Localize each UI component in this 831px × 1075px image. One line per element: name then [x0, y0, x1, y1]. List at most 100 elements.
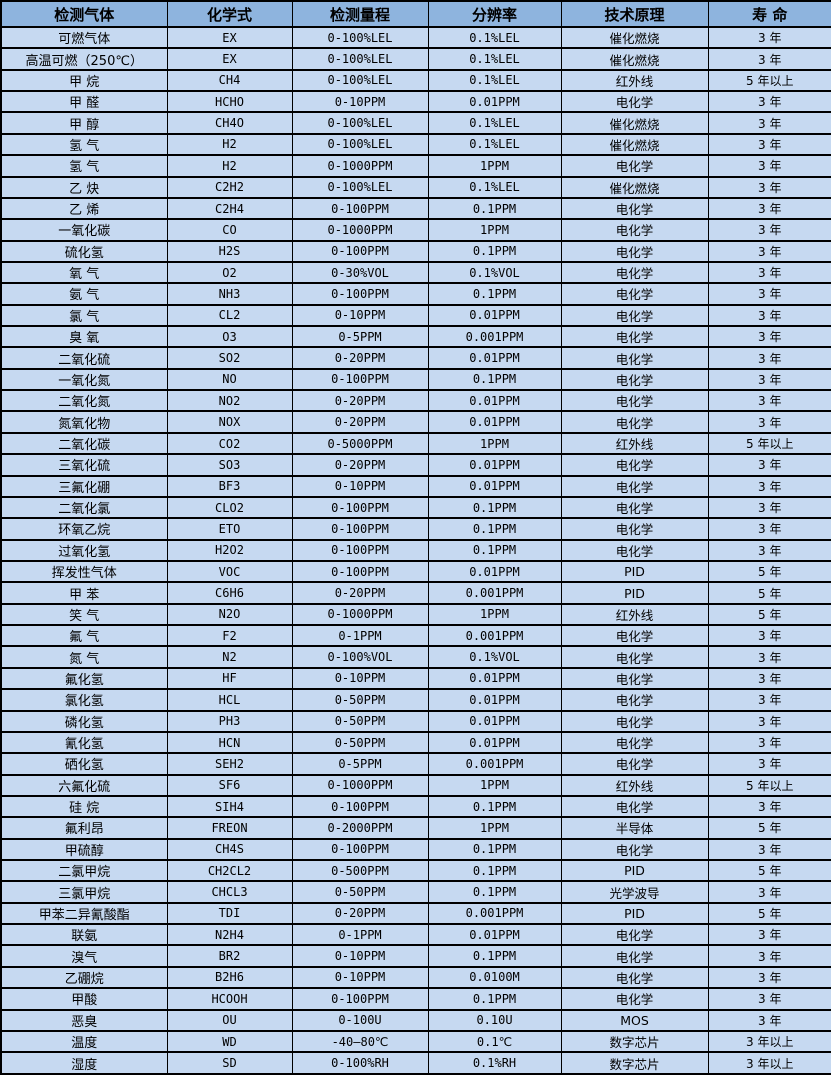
table-header: 检测气体 化学式 检测量程 分辨率 技术原理 寿 命 — [0, 0, 831, 28]
table-cell: 0.01PPM — [427, 389, 562, 413]
table-row: 挥发性气体 VOC 0-100PPM 0.01PPM PID 5 年 — [0, 559, 831, 584]
table-cell: 甲苯二异氰酸酯 — [0, 901, 168, 926]
table-row: 氟利昂 FREON 0-2000PPM 1PPM 半导体 5 年 — [0, 816, 831, 840]
table-cell: 0.1PPM — [427, 858, 562, 883]
header-cell-chemical-formula: 化学式 — [166, 0, 293, 28]
table-row: 氟 气 F2 0-1PPM 0.001PPM 电化学 3 年 — [0, 624, 831, 648]
table-cell: -40—80℃ — [291, 1029, 429, 1054]
table-row: 溴气 BR2 0-10PPM 0.1PPM 电化学 3 年 — [0, 944, 831, 968]
table-cell: 电化学 — [560, 218, 709, 242]
header-cell-detection-range: 检测量程 — [291, 0, 429, 28]
table-body: 可燃气体 EX 0-100%LEL 0.1%LEL 催化燃烧 3 年高温可燃（250℃） E… — [0, 25, 831, 1075]
table-cell: HCHO — [166, 90, 293, 114]
table-cell: 0-30%VOL — [291, 260, 429, 285]
table-cell: 0-100PPM — [291, 367, 429, 392]
table-cell: F2 — [166, 624, 293, 648]
table-cell: 0.01PPM — [427, 346, 562, 370]
table-cell: 挥发性气体 — [0, 559, 168, 584]
table-cell: 催化燃烧 — [560, 25, 709, 50]
table-cell: 0-10PPM — [291, 944, 429, 968]
table-cell: 0-100%LEL — [291, 111, 429, 135]
table-row: 乙硼烷 B2H6 0-10PPM 0.0100M 电化学 3 年 — [0, 965, 831, 990]
table-cell: 高温可燃（250℃） — [0, 47, 168, 71]
table-cell: 氮氧化物 — [0, 410, 168, 434]
table-cell: 电化学 — [560, 666, 709, 691]
table-cell: 乙硼烷 — [0, 965, 168, 990]
table-cell: HCN — [166, 730, 293, 755]
table-cell: H2 — [166, 132, 293, 157]
table-cell: 3 年 — [707, 495, 831, 520]
table-cell: 电化学 — [560, 794, 709, 819]
table-cell: 电化学 — [560, 260, 709, 285]
table-cell: 3 年 — [707, 90, 831, 114]
table-row: 笑 气 N2O 0-1000PPM 1PPM 红外线 5 年 — [0, 602, 831, 627]
table-cell: ETO — [166, 517, 293, 541]
table-cell: 0.1PPM — [427, 367, 562, 392]
table-row: 三氧化硫 SO3 0-20PPM 0.01PPM 电化学 3 年 — [0, 453, 831, 477]
table-row: 氨 气 NH3 0-100PPM 0.1PPM 电化学 3 年 — [0, 282, 831, 306]
table-cell: 笑 气 — [0, 602, 168, 627]
table-cell: 甲酸 — [0, 987, 168, 1011]
table-row: 二氧化氯 CLO2 0-100PPM 0.1PPM 电化学 3 年 — [0, 495, 831, 520]
table-cell: 电化学 — [560, 709, 709, 733]
table-row: 磷化氢 PH3 0-50PPM 0.01PPM 电化学 3 年 — [0, 709, 831, 733]
table-cell: 氢 气 — [0, 132, 168, 157]
table-cell: 电化学 — [560, 495, 709, 520]
table-cell: 电化学 — [560, 965, 709, 990]
table-cell: 0-20PPM — [291, 346, 429, 370]
table-row: 过氧化氢 H2O2 0-100PPM 0.1PPM 电化学 3 年 — [0, 538, 831, 563]
table-cell: 0.1PPM — [427, 794, 562, 819]
table-cell: 0.1%LEL — [427, 111, 562, 135]
table-cell: N2H4 — [166, 923, 293, 947]
table-cell: C6H6 — [166, 581, 293, 605]
table-cell: 3 年 — [707, 196, 831, 221]
table-row: 乙 炔 C2H2 0-100%LEL 0.1%LEL 催化燃烧 3 年 — [0, 175, 831, 199]
table-cell: 0.0100M — [427, 965, 562, 990]
table-cell: EX — [166, 25, 293, 50]
table-cell: 湿度 — [0, 1051, 168, 1075]
table-cell: 0-100%LEL — [291, 25, 429, 50]
table-cell: 3 年 — [707, 410, 831, 434]
table-row: 一氧化碳 CO 0-1000PPM 1PPM 电化学 3 年 — [0, 218, 831, 242]
table-cell: 5 年以上 — [707, 431, 831, 456]
table-row: 氮 气 N2 0-100%VOL 0.1%VOL 电化学 3 年 — [0, 645, 831, 669]
table-cell: 电化学 — [560, 389, 709, 413]
table-cell: PID — [560, 581, 709, 605]
table-cell: 甲 烷 — [0, 68, 168, 93]
table-row: 氟化氢 HF 0-10PPM 0.01PPM 电化学 3 年 — [0, 666, 831, 691]
table-cell: 3 年 — [707, 1008, 831, 1032]
table-cell: 0.1PPM — [427, 196, 562, 221]
table-cell: 氰化氢 — [0, 730, 168, 755]
table-cell: SIH4 — [166, 794, 293, 819]
table-row: 二氧化氮 NO2 0-20PPM 0.01PPM 电化学 3 年 — [0, 389, 831, 413]
table-cell: 二氧化硫 — [0, 346, 168, 370]
table-row: 三氯甲烷 CHCL3 0-50PPM 0.1PPM 光学波导 3 年 — [0, 880, 831, 904]
table-cell: 0.1%VOL — [427, 260, 562, 285]
table-row: 乙 烯 C2H4 0-100PPM 0.1PPM 电化学 3 年 — [0, 196, 831, 221]
table-cell: 0.1PPM — [427, 880, 562, 904]
table-cell: 0.1PPM — [427, 239, 562, 263]
table-cell: 0.1%LEL — [427, 132, 562, 157]
table-cell: 二氧化氮 — [0, 389, 168, 413]
table-cell: 二氧化碳 — [0, 431, 168, 456]
table-row: 硅 烷 SIH4 0-100PPM 0.1PPM 电化学 3 年 — [0, 794, 831, 819]
table-cell: CH4 — [166, 68, 293, 93]
table-cell: SF6 — [166, 773, 293, 797]
table-cell: 0.1%RH — [427, 1051, 562, 1075]
table-cell: 电化学 — [560, 688, 709, 712]
table-cell: 0-50PPM — [291, 709, 429, 733]
table-cell: 0-2000PPM — [291, 816, 429, 840]
table-cell: CLO2 — [166, 495, 293, 520]
table-cell: 六氟化硫 — [0, 773, 168, 797]
table-row: 二氯甲烷 CH2CL2 0-500PPM 0.1PPM PID 5 年 — [0, 858, 831, 883]
table-cell: 3 年 — [707, 346, 831, 370]
table-row: 甲 苯 C6H6 0-20PPM 0.001PPM PID 5 年 — [0, 581, 831, 605]
table-cell: WD — [166, 1029, 293, 1054]
table-cell: 0-100PPM — [291, 538, 429, 563]
table-cell: 0.1PPM — [427, 944, 562, 968]
table-cell: 电化学 — [560, 196, 709, 221]
table-cell: H2O2 — [166, 538, 293, 563]
table-cell: 0.001PPM — [427, 581, 562, 605]
table-cell: H2 — [166, 154, 293, 178]
table-row: 恶臭 OU 0-100U 0.10U MOS 3 年 — [0, 1008, 831, 1032]
